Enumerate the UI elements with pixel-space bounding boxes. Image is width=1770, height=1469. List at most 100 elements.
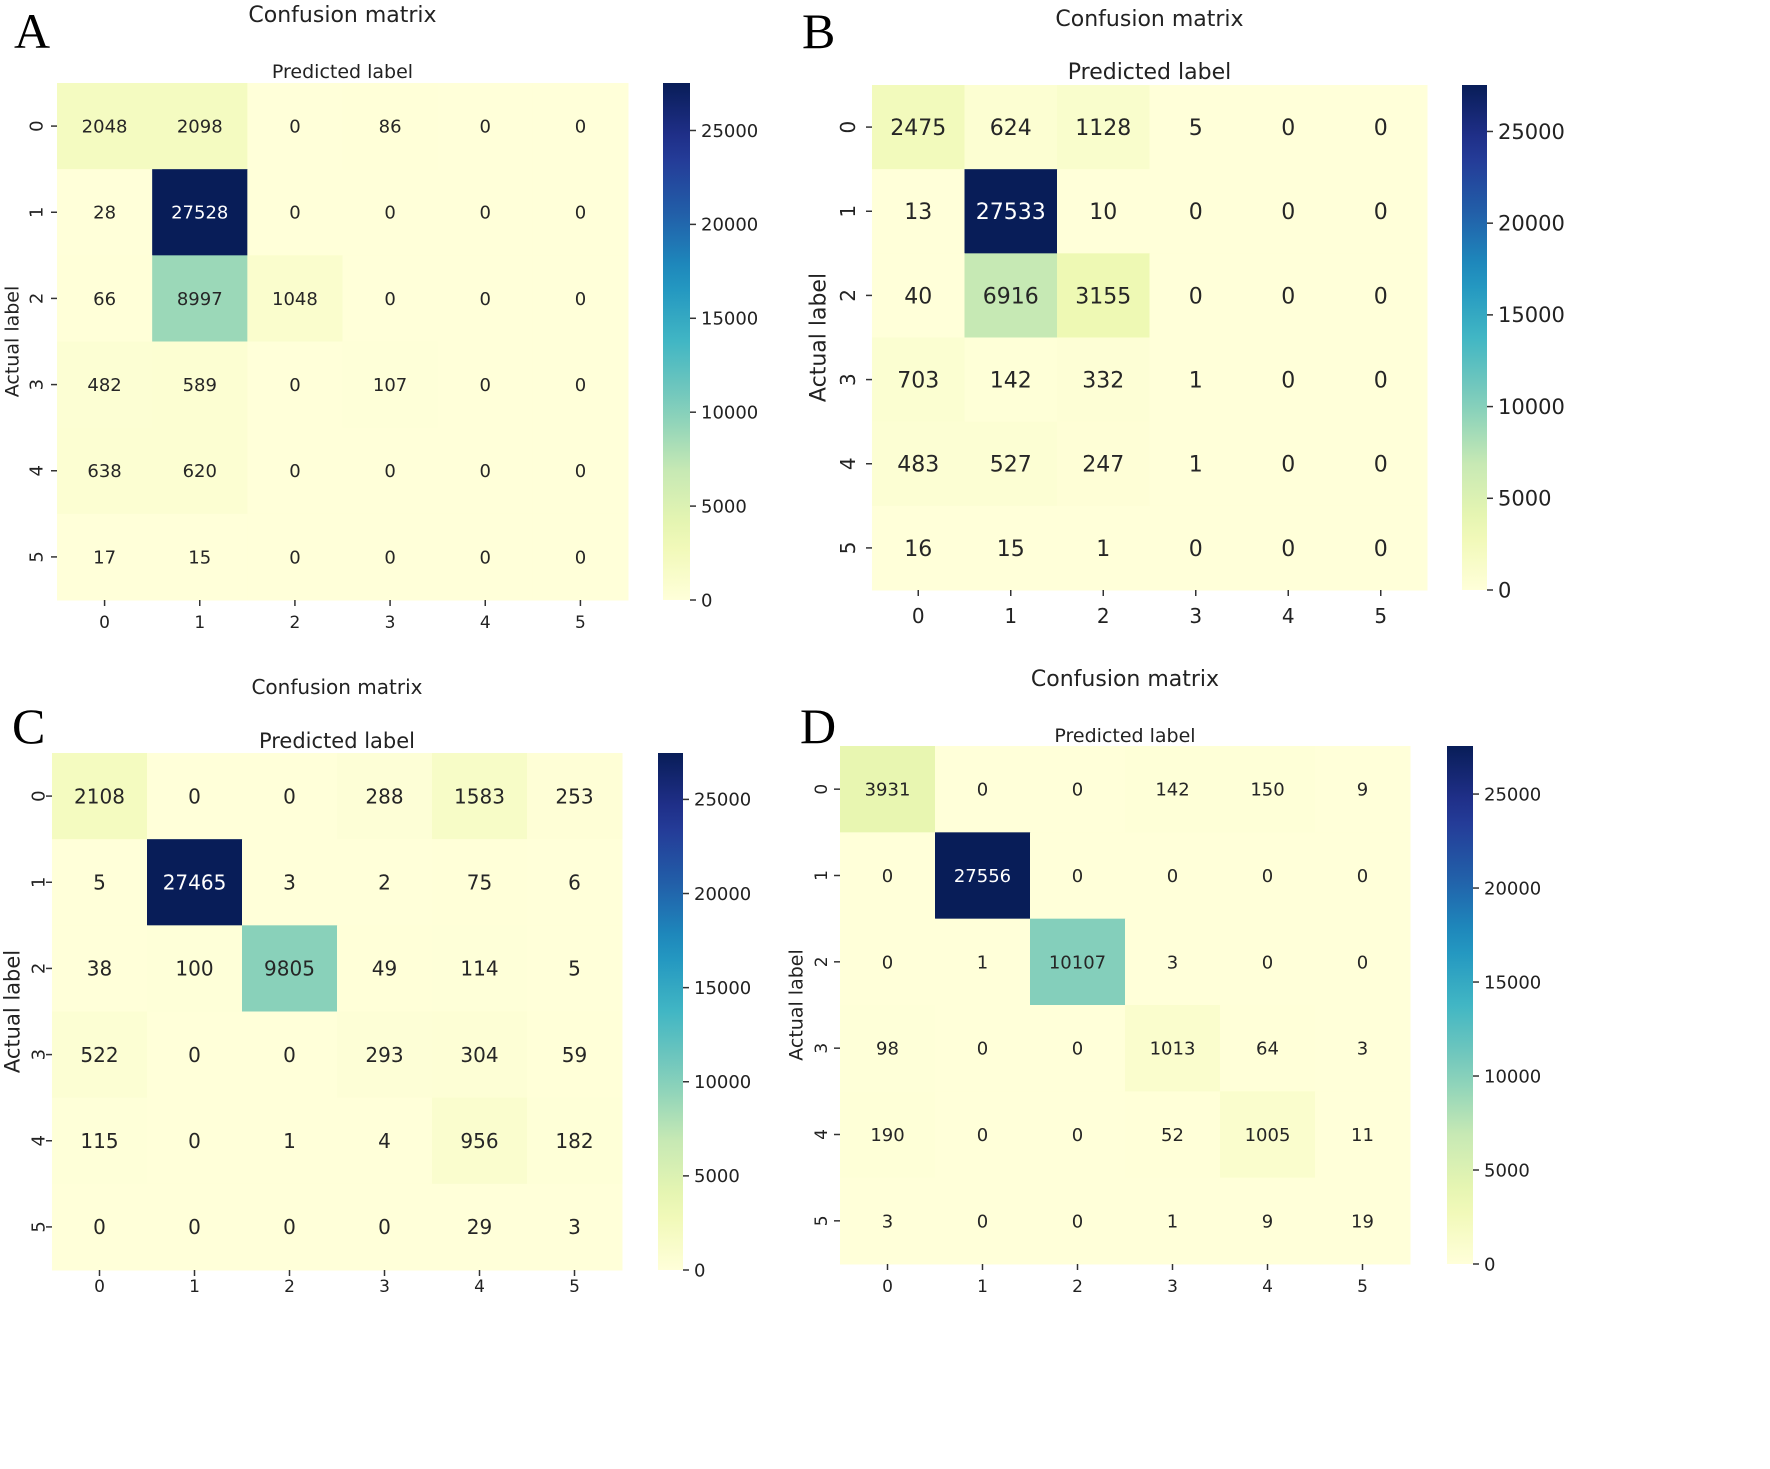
- heatmap-cell: [152, 169, 248, 256]
- heatmap-cell: [147, 925, 243, 1012]
- heatmap-cell: [532, 255, 629, 342]
- cell-value: 1: [283, 1129, 296, 1153]
- heatmap-cell: [432, 753, 528, 840]
- y-axis-label: Actual label: [786, 949, 808, 1061]
- heatmap-cell: [532, 427, 629, 515]
- heatmap-cell: [840, 1091, 936, 1179]
- heatmap-cell: [872, 85, 965, 170]
- heatmap-cell: [1220, 1005, 1316, 1092]
- panel-letter: C: [12, 698, 45, 754]
- cell-value: 100: [175, 957, 213, 981]
- heatmap-cell: [342, 341, 439, 429]
- cell-value: 15: [188, 547, 211, 568]
- heatmap-cell: [57, 427, 153, 515]
- heatmap-cell: [1030, 746, 1126, 833]
- cell-value: 293: [365, 1043, 403, 1067]
- heatmap-cell: [342, 169, 439, 256]
- heatmap-cell: [964, 421, 1058, 507]
- heatmap-cell: [1315, 1091, 1411, 1179]
- cell-value: 0: [480, 203, 491, 224]
- colorbar-tick-label: 25000: [701, 121, 758, 142]
- cell-value: 17: [93, 547, 116, 568]
- cell-value: 0: [1072, 1039, 1083, 1060]
- heatmap-cell: [147, 1183, 243, 1271]
- heatmap-cell: [1030, 1177, 1126, 1265]
- heatmap-cell: [1149, 505, 1243, 591]
- panel-a: A Confusion matrix 2048 2098 0 86 0 0 28 27528 0 0 0…: [2, 3, 759, 633]
- heatmap-cell: [432, 1097, 528, 1185]
- x-axis-label: Predicted label: [272, 61, 413, 83]
- heatmap-cell: [532, 341, 629, 429]
- heatmap-cell: [147, 753, 243, 840]
- cell-value: 0: [283, 1043, 296, 1067]
- heatmap-cell: [1030, 1005, 1126, 1092]
- cell-value: 0: [93, 1215, 106, 1239]
- heatmap-cell: [1149, 421, 1243, 507]
- y-tick-label: 1: [836, 205, 860, 218]
- heatmap-cell: [1057, 505, 1150, 591]
- cell-value: 0: [575, 289, 586, 310]
- cell-value: 0: [1281, 369, 1295, 394]
- colorbar-tick-label: 10000: [1498, 395, 1565, 419]
- x-tick-label: 5: [1374, 604, 1387, 628]
- heatmap-cell: [964, 85, 1058, 170]
- cell-value: 66: [93, 289, 116, 310]
- y-tick-label: 1: [812, 870, 832, 881]
- cell-value: 8997: [177, 289, 223, 310]
- colorbar-tick-label: 0: [1484, 1254, 1495, 1275]
- cell-value: 27556: [954, 866, 1011, 887]
- y-tick-label: 2: [836, 289, 860, 302]
- y-tick-label: 1: [26, 207, 47, 218]
- heatmap-cell: [52, 925, 148, 1012]
- cell-value: 2098: [177, 117, 223, 138]
- heatmap-cell: [872, 337, 965, 423]
- x-tick-label: 3: [385, 613, 396, 633]
- cell-value: 0: [378, 1215, 391, 1239]
- heatmap-cell: [527, 753, 623, 840]
- cell-value: 0: [575, 461, 586, 482]
- heatmap-cell: [152, 513, 248, 601]
- cell-value: 3: [1167, 952, 1178, 973]
- y-tick-label: 0: [836, 121, 860, 134]
- heatmap-cell: [247, 255, 343, 342]
- cell-value: 0: [1374, 284, 1388, 309]
- cell-value: 0: [289, 203, 300, 224]
- cell-value: 75: [467, 870, 492, 894]
- heatmap-cell: [437, 341, 534, 429]
- heatmap-cell: [1057, 421, 1150, 507]
- cell-value: 86: [379, 117, 402, 138]
- y-tick-label: 0: [28, 790, 49, 801]
- colorbar-tick-label: 15000: [1498, 303, 1565, 327]
- cell-value: 0: [1189, 284, 1203, 309]
- heatmap-cell: [1315, 918, 1411, 1006]
- heatmap-cell: [1057, 253, 1150, 338]
- heatmap-cell: [964, 337, 1058, 423]
- colorbar-tick-label: 20000: [701, 215, 758, 236]
- heatmap-cell: [964, 253, 1058, 338]
- heatmap-cell: [1030, 918, 1126, 1006]
- heatmap-cell: [872, 505, 965, 591]
- cell-value: 6916: [983, 284, 1039, 309]
- cell-value: 0: [1262, 866, 1273, 887]
- heatmap-cell: [1220, 1177, 1316, 1265]
- colorbar-tick-label: 5000: [694, 1166, 740, 1187]
- x-tick-label: 4: [474, 1277, 485, 1297]
- panel-letter: D: [800, 698, 836, 754]
- cell-value: 3155: [1075, 284, 1131, 309]
- cell-value: 0: [575, 203, 586, 224]
- cell-value: 0: [1189, 537, 1203, 562]
- cell-value: 703: [897, 369, 939, 394]
- cell-value: 2475: [890, 116, 946, 141]
- heatmap-cell: [342, 427, 439, 515]
- heatmap-cell: [527, 1011, 623, 1099]
- cell-value: 28: [93, 203, 116, 224]
- x-tick-label: 1: [194, 613, 205, 633]
- chart-title: Confusion matrix: [248, 3, 436, 28]
- y-tick-label: 2: [812, 956, 832, 967]
- cell-value: 624: [990, 116, 1032, 141]
- cell-value: 0: [1374, 200, 1388, 225]
- colorbar: [1447, 746, 1473, 1264]
- cell-value: 0: [882, 952, 893, 973]
- cell-value: 247: [1082, 453, 1124, 478]
